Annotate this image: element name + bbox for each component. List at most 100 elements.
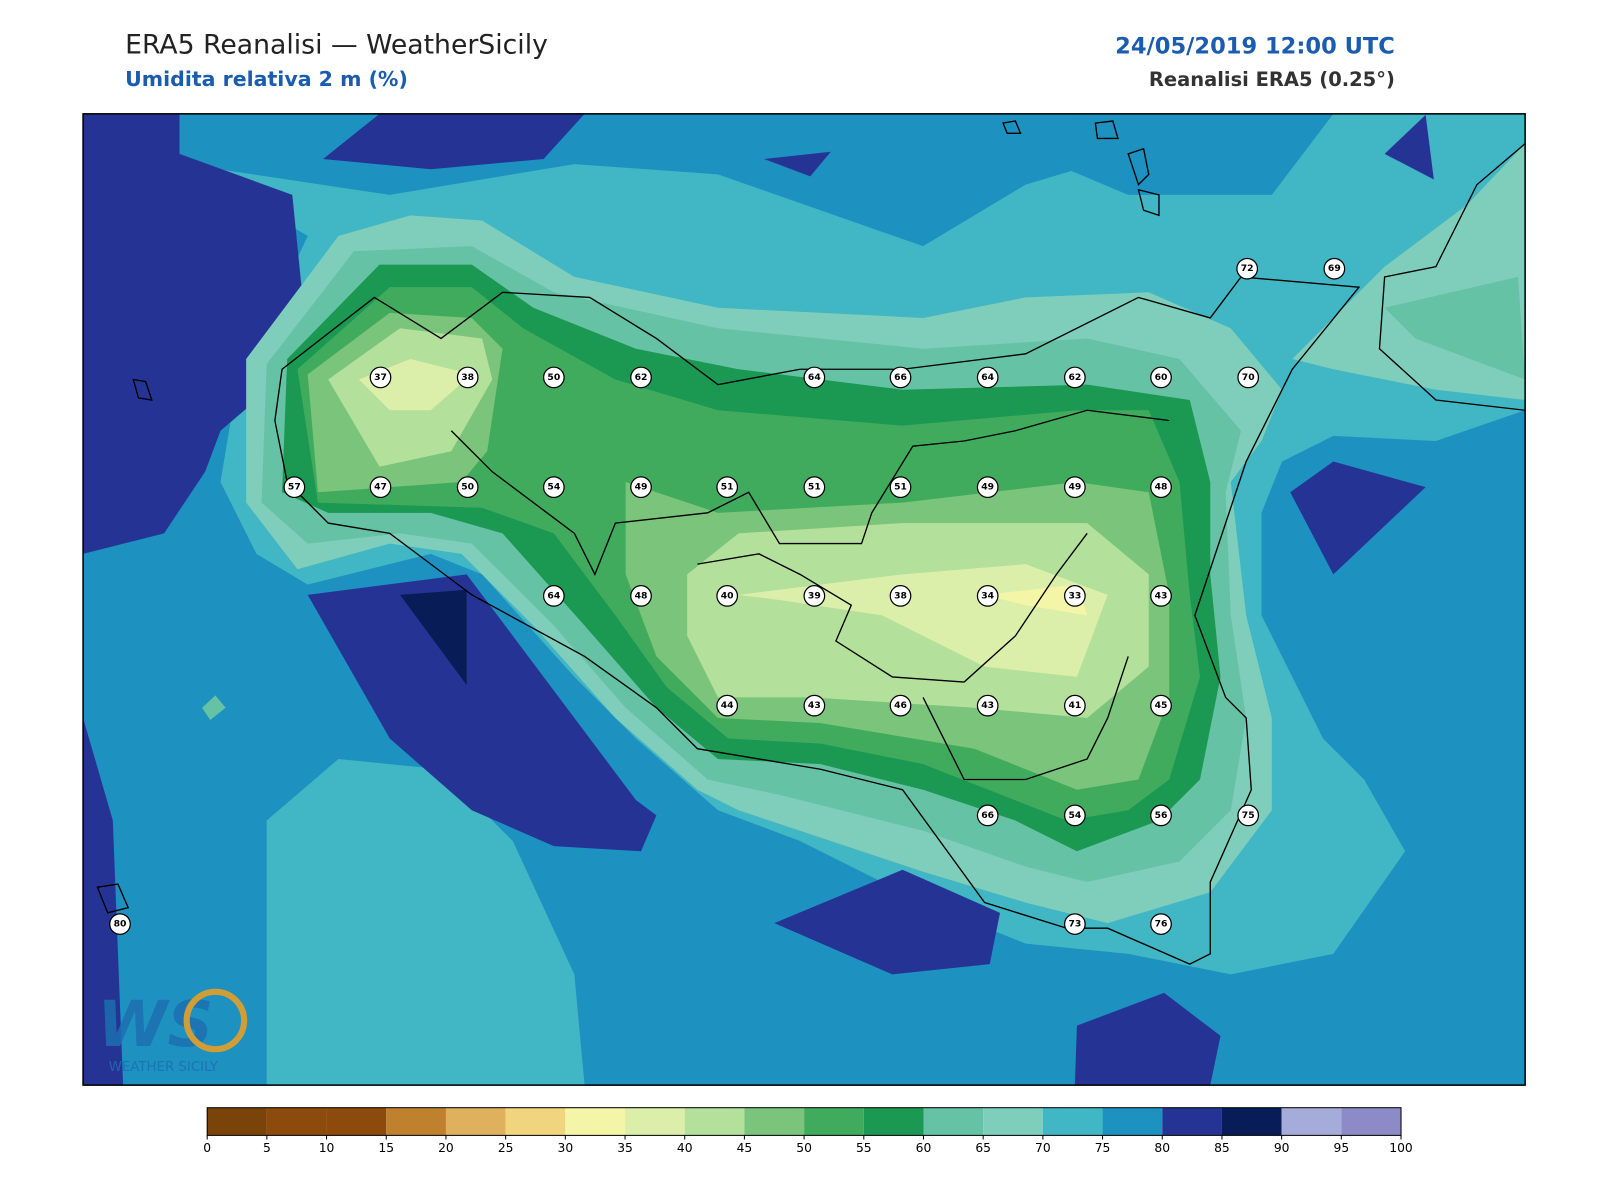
- colorbar-segment: [1221, 1107, 1282, 1136]
- station-marker: [109, 913, 131, 935]
- colorbar-segment: [207, 1107, 267, 1136]
- station-value: 45: [1155, 700, 1168, 711]
- station-value: 43: [1155, 590, 1168, 601]
- station-marker: [803, 694, 826, 717]
- station-value: 49: [635, 482, 648, 493]
- station-value: 64: [808, 372, 821, 383]
- station-value: 43: [981, 700, 994, 711]
- station-value: 51: [721, 482, 734, 493]
- station-marker: [889, 476, 912, 499]
- station-marker: [369, 366, 392, 389]
- station-value: 72: [1241, 263, 1254, 274]
- colorbar-tick-label: 0: [203, 1141, 211, 1155]
- colorbar-tick-label: 35: [617, 1141, 633, 1155]
- colorbar-segment: [505, 1107, 566, 1136]
- station-marker: [803, 366, 826, 389]
- station-marker: [716, 476, 739, 499]
- colorbar-tick-label: 90: [1274, 1141, 1290, 1155]
- station-value: 47: [374, 482, 387, 493]
- colorbar-segment: [565, 1107, 626, 1136]
- logo-sun: [183, 988, 248, 1053]
- station-value: 50: [547, 372, 560, 383]
- station-marker: [542, 366, 565, 389]
- station-value: 80: [114, 919, 127, 930]
- colorbar-segment: [804, 1107, 864, 1136]
- station-marker: [1063, 366, 1086, 389]
- station-value: 62: [635, 372, 648, 383]
- subtitle: Umidita relativa 2 m (%): [125, 67, 408, 91]
- station-value: 50: [461, 482, 474, 493]
- colorbar-tick-label: 60: [916, 1141, 932, 1155]
- station-value: 48: [635, 590, 648, 601]
- station-marker: [889, 366, 912, 389]
- source: Reanalisi ERA5 (0.25°): [1149, 68, 1395, 91]
- station-value: 73: [1068, 919, 1081, 930]
- station-marker: [542, 476, 565, 499]
- station-marker: [803, 585, 826, 607]
- station-value: 41: [1068, 700, 1081, 711]
- colorbar-tick-label: 40: [677, 1141, 693, 1155]
- station-value: 62: [1068, 372, 1081, 383]
- colorbar-segment: [625, 1107, 685, 1136]
- station-value: 49: [981, 482, 994, 493]
- station-marker: [716, 694, 739, 717]
- station-value: 33: [1068, 590, 1081, 601]
- colorbar-segment: [1341, 1107, 1402, 1136]
- colorbar-tick-label: 75: [1095, 1141, 1111, 1155]
- station-marker: [1063, 694, 1086, 717]
- logo: WS WEATHER SICILY: [97, 987, 248, 1075]
- station-value: 34: [981, 590, 994, 601]
- colorbar-segment: [266, 1107, 327, 1136]
- colorbar-segment: [863, 1107, 924, 1136]
- colorbar-segment: [1102, 1107, 1163, 1136]
- colorbar-tick-label: 95: [1334, 1141, 1350, 1155]
- station-marker: [1063, 476, 1086, 499]
- station-value: 54: [547, 482, 560, 493]
- station-marker: [1150, 366, 1172, 389]
- station-value: 66: [981, 810, 994, 821]
- station-value: 64: [547, 590, 560, 601]
- station-marker: [1150, 694, 1172, 717]
- station-marker: [1237, 804, 1260, 827]
- logo-text: WEATHER SICILY: [109, 1060, 219, 1075]
- colorbar-segment: [1042, 1107, 1103, 1136]
- station-marker: [976, 694, 999, 717]
- coastline: [96, 120, 1526, 965]
- station-marker: [976, 804, 999, 827]
- colorbar-segment: [326, 1107, 387, 1136]
- station-value: 57: [288, 482, 301, 493]
- station-marker: [716, 585, 739, 607]
- station-value: 49: [1068, 482, 1081, 493]
- station-value: 69: [1328, 263, 1341, 274]
- station-marker: [630, 366, 652, 389]
- station-value: 66: [894, 372, 907, 383]
- station-value: 38: [894, 590, 907, 601]
- station-value: 60: [1155, 372, 1168, 383]
- stations: 37 38 50 62 64 66 64 62 60 70 72 69 57 47 50 54 49 51 51 51…: [109, 257, 1346, 935]
- colorbar-segment: [386, 1107, 446, 1136]
- colorbar-tick-label: 25: [498, 1141, 514, 1155]
- colorbar-tick-label: 45: [737, 1141, 753, 1155]
- colorbar-segment: [923, 1107, 984, 1136]
- station-marker: [889, 694, 912, 717]
- station-marker: [283, 476, 306, 499]
- station-marker: [1063, 585, 1086, 607]
- station-value: 70: [1242, 372, 1255, 383]
- station-marker: [542, 585, 565, 607]
- colorbar-tick-label: 70: [1035, 1141, 1051, 1155]
- colorbar-tick-label: 5: [263, 1141, 271, 1155]
- station-value: 51: [894, 482, 907, 493]
- station-value: 51: [808, 482, 821, 493]
- station-marker: [1237, 366, 1260, 389]
- station-marker: [976, 476, 999, 499]
- colorbar-tick-label: 10: [319, 1141, 335, 1155]
- station-marker: [1150, 913, 1172, 935]
- station-value: 43: [808, 700, 821, 711]
- station-marker: [1150, 585, 1172, 607]
- colorbar-segment: [1162, 1107, 1222, 1136]
- colorbar-tick-label: 65: [975, 1141, 991, 1155]
- colorbar-tick-label: 100: [1389, 1141, 1412, 1155]
- colorbar-segment: [983, 1107, 1043, 1136]
- colorbar-tick-label: 30: [558, 1141, 574, 1155]
- colorbar-tick-label: 55: [856, 1141, 872, 1155]
